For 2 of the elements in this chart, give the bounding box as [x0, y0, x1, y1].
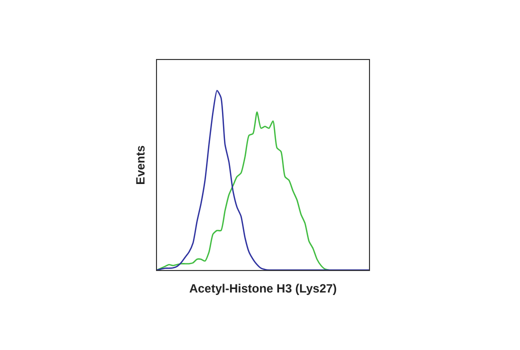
y-axis-title: Events [133, 145, 148, 185]
x-axis-title: Acetyl-Histone H3 (Lys27) [189, 281, 337, 296]
